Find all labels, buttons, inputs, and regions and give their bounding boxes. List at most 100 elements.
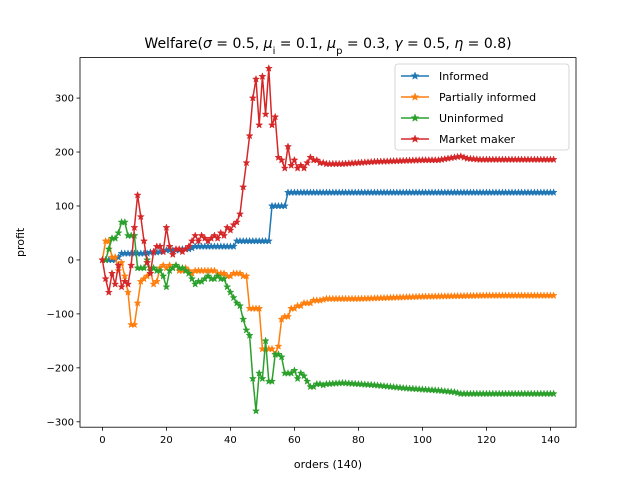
data-point xyxy=(165,242,174,250)
data-point xyxy=(98,255,107,264)
data-point xyxy=(133,190,142,199)
data-point xyxy=(146,269,155,277)
title-part: p xyxy=(336,46,342,57)
data-point xyxy=(213,234,222,242)
legend-swatch-marker xyxy=(410,71,420,80)
series-layer xyxy=(98,64,558,415)
data-point xyxy=(136,212,145,221)
data-point xyxy=(229,242,238,250)
data-point xyxy=(274,341,283,350)
x-tick-label: 100 xyxy=(413,435,432,446)
legend-swatch-marker xyxy=(410,134,420,143)
data-point xyxy=(290,366,299,375)
title-part: = 0.5, xyxy=(212,36,264,52)
data-point xyxy=(290,155,299,164)
data-point xyxy=(130,320,139,329)
data-point xyxy=(229,293,238,302)
data-point xyxy=(267,120,277,129)
data-point xyxy=(303,158,312,167)
data-point xyxy=(111,252,120,261)
title-part: η xyxy=(454,36,463,52)
data-point xyxy=(248,93,257,102)
data-point xyxy=(184,242,193,250)
data-point xyxy=(184,269,193,277)
data-point xyxy=(159,271,168,280)
data-point xyxy=(133,298,142,307)
data-point xyxy=(107,269,117,277)
data-point xyxy=(242,325,251,334)
data-point xyxy=(549,291,558,300)
title-part: = 0.3, xyxy=(342,36,394,52)
data-point xyxy=(242,158,251,167)
data-point xyxy=(549,155,558,164)
legend-item: Uninformed xyxy=(401,112,503,125)
data-point xyxy=(280,201,289,210)
data-point xyxy=(152,277,161,286)
data-point xyxy=(235,209,245,218)
legend-swatch-marker xyxy=(410,113,420,122)
legend-label: Informed xyxy=(439,70,489,83)
data-point xyxy=(223,282,232,291)
data-point xyxy=(287,161,296,169)
data-point xyxy=(149,247,158,256)
legend-label: Market maker xyxy=(439,133,516,146)
title-part: μ xyxy=(263,36,273,52)
data-point xyxy=(261,109,270,118)
data-point xyxy=(549,188,558,196)
data-point xyxy=(187,274,197,283)
data-point xyxy=(194,236,203,245)
data-point xyxy=(219,274,229,283)
data-point xyxy=(143,258,152,267)
x-tick-label: 40 xyxy=(224,435,237,446)
data-point xyxy=(104,287,113,296)
data-point xyxy=(123,287,133,296)
data-point xyxy=(162,282,171,291)
y-tick-label: 100 xyxy=(55,201,74,212)
x-tick-label: 140 xyxy=(541,435,560,446)
data-point xyxy=(277,352,286,361)
data-point xyxy=(239,182,248,191)
data-point xyxy=(101,274,110,283)
legend-item: Market maker xyxy=(401,133,516,146)
data-point xyxy=(245,131,254,140)
data-point xyxy=(251,406,261,415)
data-point xyxy=(114,261,123,269)
data-point xyxy=(299,163,309,172)
data-point xyxy=(235,301,245,310)
data-point xyxy=(168,250,177,259)
axes-layer: 0 20 40 60 80 100 120 140 −300 −200 −100 0 100 200 300 xyxy=(47,94,560,447)
data-point xyxy=(232,217,241,226)
data-point xyxy=(127,261,136,269)
data-point xyxy=(226,225,235,234)
data-point xyxy=(226,287,235,296)
legend-swatch-marker xyxy=(410,92,420,101)
y-tick-label: 0 xyxy=(68,255,74,266)
data-point xyxy=(155,266,165,275)
y-tick-label: −200 xyxy=(47,363,74,374)
data-point xyxy=(162,223,171,232)
data-point xyxy=(255,368,264,377)
data-point xyxy=(283,312,293,321)
legend-label: Uninformed xyxy=(439,112,503,125)
data-point xyxy=(255,304,264,312)
data-point xyxy=(258,374,267,383)
data-point xyxy=(261,336,270,345)
data-point xyxy=(267,344,277,353)
title-part: = 0.5, xyxy=(403,36,455,52)
data-point xyxy=(219,231,229,240)
data-point xyxy=(139,236,149,245)
data-point xyxy=(155,242,165,250)
data-point xyxy=(293,374,302,383)
title-part: i xyxy=(273,46,276,57)
data-point xyxy=(549,389,558,398)
title-part: = 0.1, xyxy=(275,36,327,52)
data-point xyxy=(251,74,261,83)
data-point xyxy=(130,223,139,232)
data-point xyxy=(123,279,133,288)
y-axis-label: profit xyxy=(14,227,27,257)
data-point xyxy=(245,331,254,339)
data-point xyxy=(299,371,309,380)
data-point xyxy=(264,236,273,245)
x-tick-label: 0 xyxy=(99,435,105,446)
